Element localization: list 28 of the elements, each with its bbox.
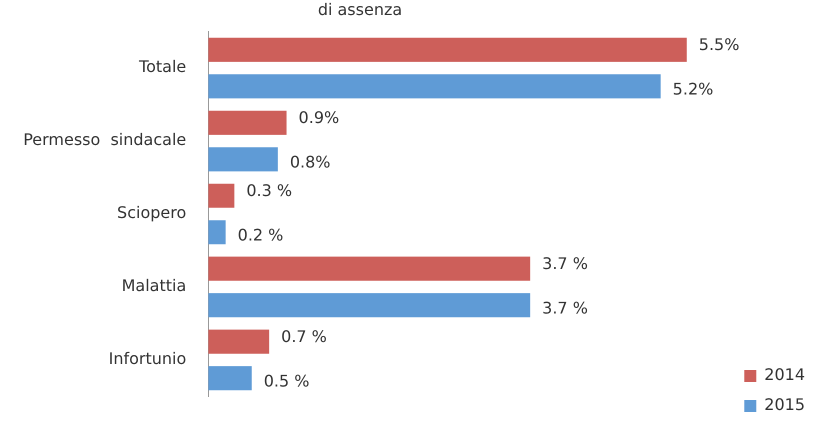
bar bbox=[208, 220, 226, 244]
chart-title: di assenza bbox=[316, 0, 404, 19]
y-tick-label: Malattia bbox=[122, 276, 186, 296]
bar bbox=[208, 256, 530, 281]
bar bbox=[208, 110, 287, 135]
y-tick-label: Permesso sindacale bbox=[23, 130, 186, 150]
data-label: 0.9% bbox=[298, 108, 340, 127]
bar bbox=[208, 184, 234, 208]
bar bbox=[208, 38, 687, 62]
y-tick-label: Sciopero bbox=[117, 203, 186, 222]
data-label: 0.8% bbox=[290, 152, 331, 172]
bar bbox=[208, 147, 278, 172]
data-label: 5.5% bbox=[698, 34, 740, 54]
bar bbox=[208, 330, 270, 354]
data-label: 0.7 % bbox=[281, 326, 327, 346]
data-label: 0.3 % bbox=[246, 180, 292, 200]
data-label: 3.7 % bbox=[542, 254, 588, 273]
y-tick-label: Infortunio bbox=[108, 349, 186, 368]
legend-label: 2015 bbox=[764, 395, 805, 414]
data-label: 3.7 % bbox=[542, 298, 588, 318]
data-label: 0.2 % bbox=[238, 225, 284, 244]
bar bbox=[208, 74, 661, 98]
data-label: 0.5 % bbox=[264, 371, 310, 390]
bar bbox=[208, 366, 252, 390]
data-label: 5.2% bbox=[672, 79, 714, 98]
legend-label: 2014 bbox=[764, 365, 805, 384]
y-tick-label: Totale bbox=[138, 57, 186, 76]
bar bbox=[208, 293, 530, 318]
